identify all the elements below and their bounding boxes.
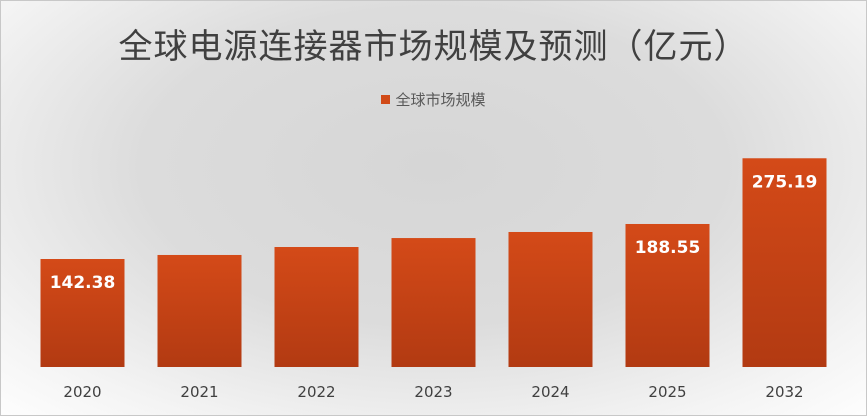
- bar-2020: [40, 259, 125, 367]
- bar-2021: [157, 254, 242, 367]
- x-tick-label: 2022: [297, 383, 335, 401]
- bar-2023: [391, 238, 476, 367]
- x-tick-label: 2020: [63, 383, 101, 401]
- bar-2032: [742, 158, 827, 367]
- x-tick-label: 2021: [180, 383, 218, 401]
- bar-2025: [625, 223, 710, 367]
- x-tick-label: 2024: [531, 383, 569, 401]
- bar-2024: [508, 231, 593, 367]
- data-label-2032: 275.19: [752, 172, 818, 192]
- x-tick-label: 2025: [648, 383, 686, 401]
- legend: 全球市场规模: [1, 89, 866, 110]
- x-tick-label: 2023: [414, 383, 452, 401]
- bar-2022: [274, 247, 359, 367]
- legend-label: 全球市场规模: [395, 91, 486, 109]
- data-label-2025: 188.55: [635, 238, 701, 258]
- data-label-2020: 142.38: [50, 273, 116, 293]
- x-tick-label: 2032: [765, 383, 803, 401]
- chart-title: 全球电源连接器市场规模及预测（亿元）: [118, 27, 749, 67]
- legend-swatch: [381, 95, 391, 104]
